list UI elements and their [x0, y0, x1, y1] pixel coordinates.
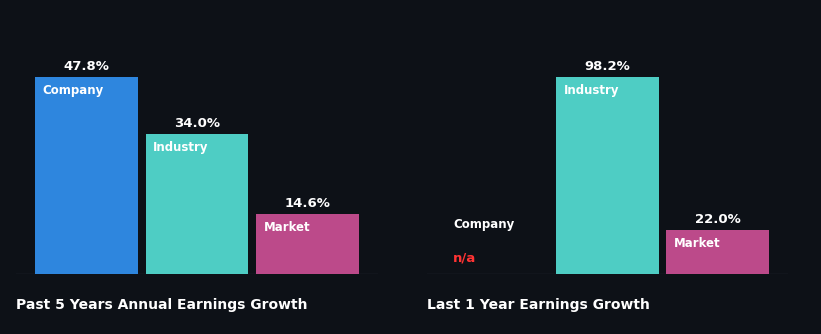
Text: Past 5 Years Annual Earnings Growth: Past 5 Years Annual Earnings Growth — [16, 298, 308, 312]
Text: 47.8%: 47.8% — [64, 60, 109, 73]
Text: Company: Company — [43, 84, 104, 97]
Text: Market: Market — [674, 237, 721, 250]
Text: Company: Company — [453, 217, 515, 230]
Text: n/a: n/a — [453, 251, 476, 264]
Text: 34.0%: 34.0% — [174, 117, 220, 130]
Text: Market: Market — [264, 221, 310, 234]
Text: 14.6%: 14.6% — [285, 197, 330, 210]
Text: 98.2%: 98.2% — [585, 60, 631, 73]
Text: Last 1 Year Earnings Growth: Last 1 Year Earnings Growth — [427, 298, 649, 312]
Text: Industry: Industry — [564, 84, 619, 97]
Bar — [145, 134, 249, 274]
Bar — [667, 230, 769, 274]
Bar — [256, 214, 359, 274]
Text: 22.0%: 22.0% — [695, 213, 741, 226]
Bar — [35, 77, 138, 274]
Text: Industry: Industry — [154, 141, 209, 154]
Bar — [556, 77, 659, 274]
